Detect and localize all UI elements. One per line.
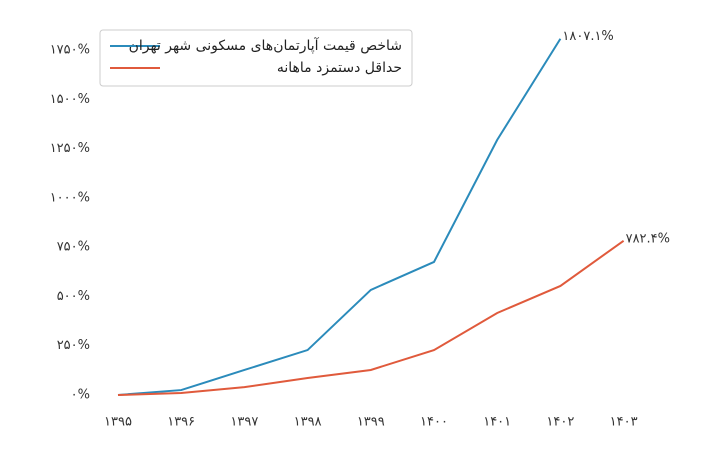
y-tick-label: ۷۵۰% <box>57 240 90 255</box>
x-tick-label: ۱۴۰۳ <box>610 415 638 430</box>
legend-box <box>99 29 413 87</box>
y-tick-label: ۱۷۵۰% <box>50 43 90 58</box>
x-tick-label: ۱۴۰۰ <box>420 415 448 430</box>
y-tick-label: ۱۰۰۰% <box>50 190 90 205</box>
y-tick-label: ۱۲۵۰% <box>50 141 90 156</box>
line <box>117 38 562 396</box>
y-tick-label: ۵۰۰% <box>57 289 90 304</box>
y-tick-label: ۰% <box>71 388 90 403</box>
legend-text: شاخص قیمت آپارتمان‌های مسکونی شهر تهران <box>129 37 402 54</box>
y-tick-label: ۱۵۰۰% <box>50 92 90 107</box>
x-tick-label: ۱۳۹۵ <box>104 415 132 430</box>
x-tick-label: ۱۳۹۸ <box>294 415 322 430</box>
data-label: ۷۸۲.۴% <box>626 231 670 246</box>
y-tick-label: ۲۵۰% <box>57 338 90 353</box>
x-tick-label: ۱۴۰۱ <box>483 415 511 430</box>
x-tick-label: ۱۴۰۲ <box>546 415 574 430</box>
line <box>117 239 625 396</box>
x-tick-label: ۱۳۹۷ <box>230 415 258 430</box>
data-label: ۱۸۰۷.۱% <box>562 29 613 44</box>
legend-text: حداقل دستمزد ماهانه <box>277 60 402 76</box>
x-tick-label: ۱۳۹۶ <box>167 415 195 430</box>
x-tick-label: ۱۳۹۹ <box>357 415 385 430</box>
